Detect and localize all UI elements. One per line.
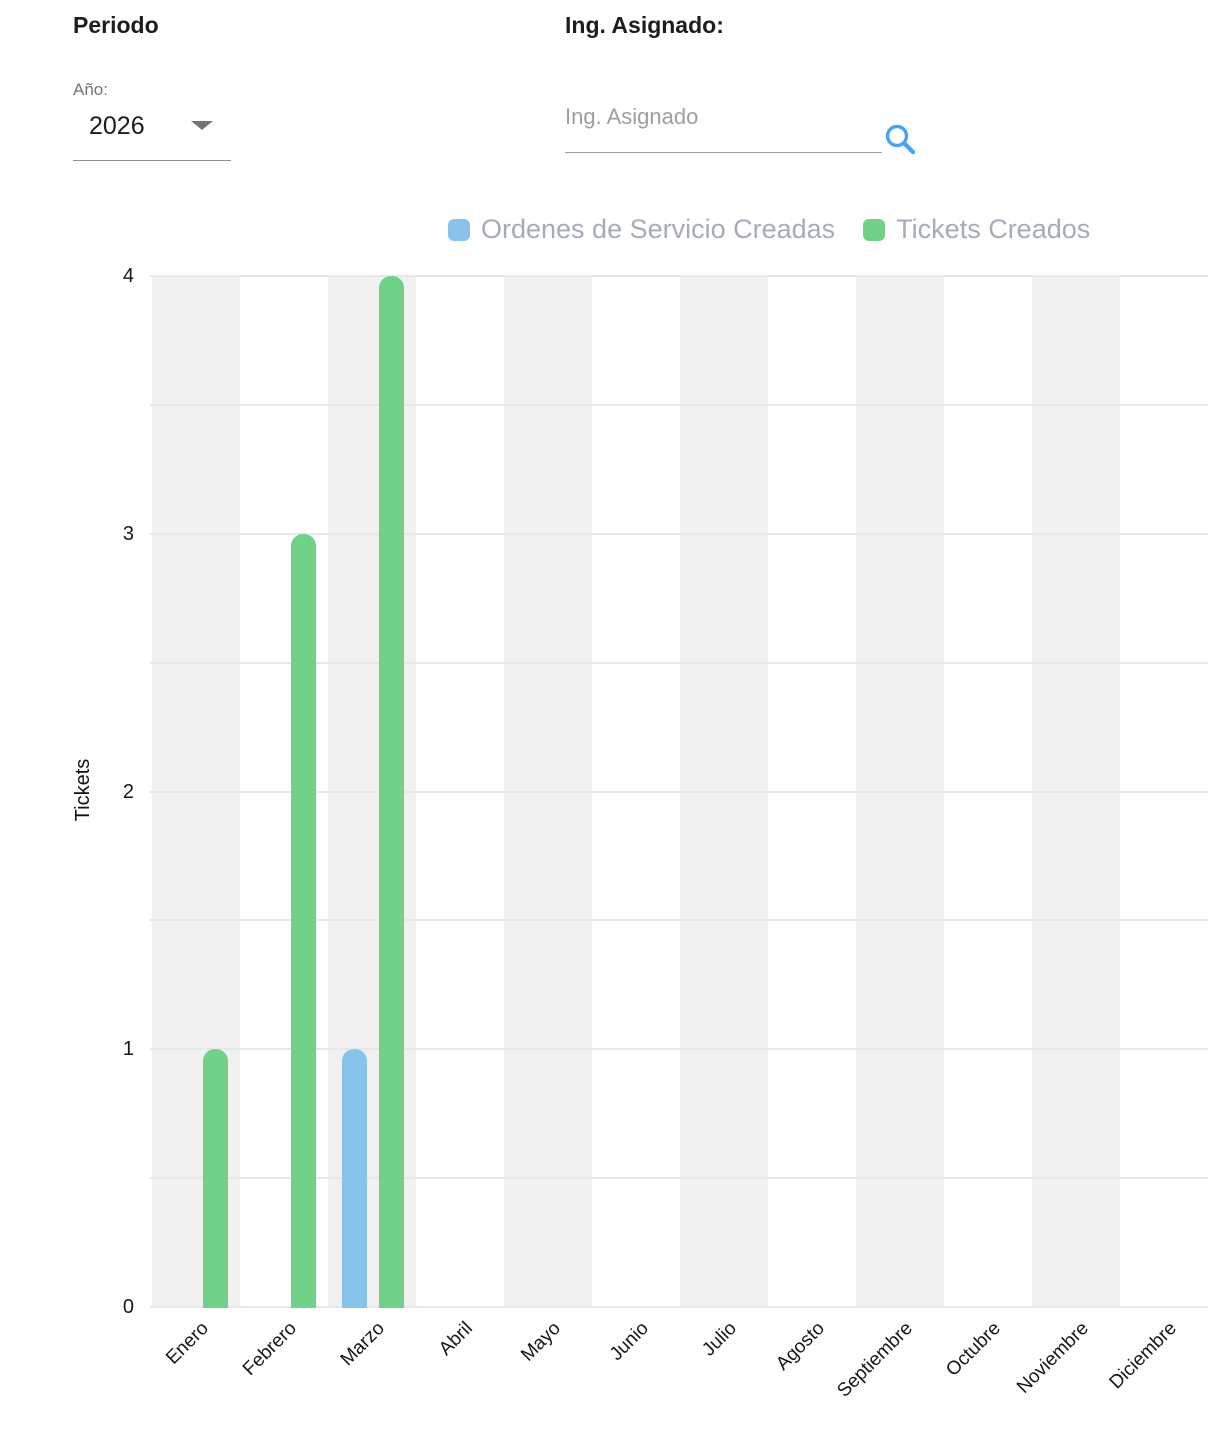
legend-label: Ordenes de Servicio Creadas [481, 214, 836, 244]
gridline-0 [150, 1306, 1208, 1308]
gridline-1 [150, 1048, 1208, 1051]
bar-marzo-tickets[interactable] [379, 276, 404, 1308]
y-tick-3: 3 [122, 522, 134, 545]
gridline-1.5 [150, 919, 1208, 922]
ing-asignado-title: Ing. Asignado: [565, 12, 724, 38]
chevron-down-icon [191, 121, 213, 130]
year-value: 2026 [89, 112, 145, 140]
legend-swatch-icon [448, 218, 470, 241]
y-tick-1: 1 [122, 1038, 134, 1061]
gridline-2.5 [150, 661, 1208, 664]
y-tick-0: 0 [122, 1296, 134, 1318]
legend-label: Tickets Creados [896, 214, 1091, 244]
ing-asignado-field [565, 95, 916, 155]
gridline-4 [150, 275, 1208, 277]
year-label: Año: [73, 80, 108, 99]
chart-legend: Ordenes de Servicio Creadas Tickets Cread… [448, 214, 1090, 245]
y-tick-4: 4 [122, 265, 134, 287]
legend-item[interactable]: Tickets Creados [863, 214, 1090, 245]
bar-febrero-tickets[interactable] [291, 533, 316, 1308]
bar-marzo-ordenes[interactable] [342, 1049, 367, 1308]
gridline-2 [150, 790, 1208, 793]
legend-swatch-icon [863, 218, 886, 241]
bar-enero-tickets[interactable] [203, 1049, 228, 1308]
y-tick-2: 2 [122, 780, 134, 803]
ing-asignado-input[interactable] [565, 95, 882, 153]
legend-item[interactable]: Ordenes de Servicio Creadas [448, 214, 835, 245]
gridline-0.5 [150, 1177, 1208, 1180]
gridline-3.5 [150, 403, 1208, 406]
year-select[interactable]: 2026 [73, 106, 231, 161]
search-icon[interactable] [883, 122, 919, 158]
periodo-title: Periodo [73, 12, 159, 38]
gridline-3 [150, 532, 1208, 535]
